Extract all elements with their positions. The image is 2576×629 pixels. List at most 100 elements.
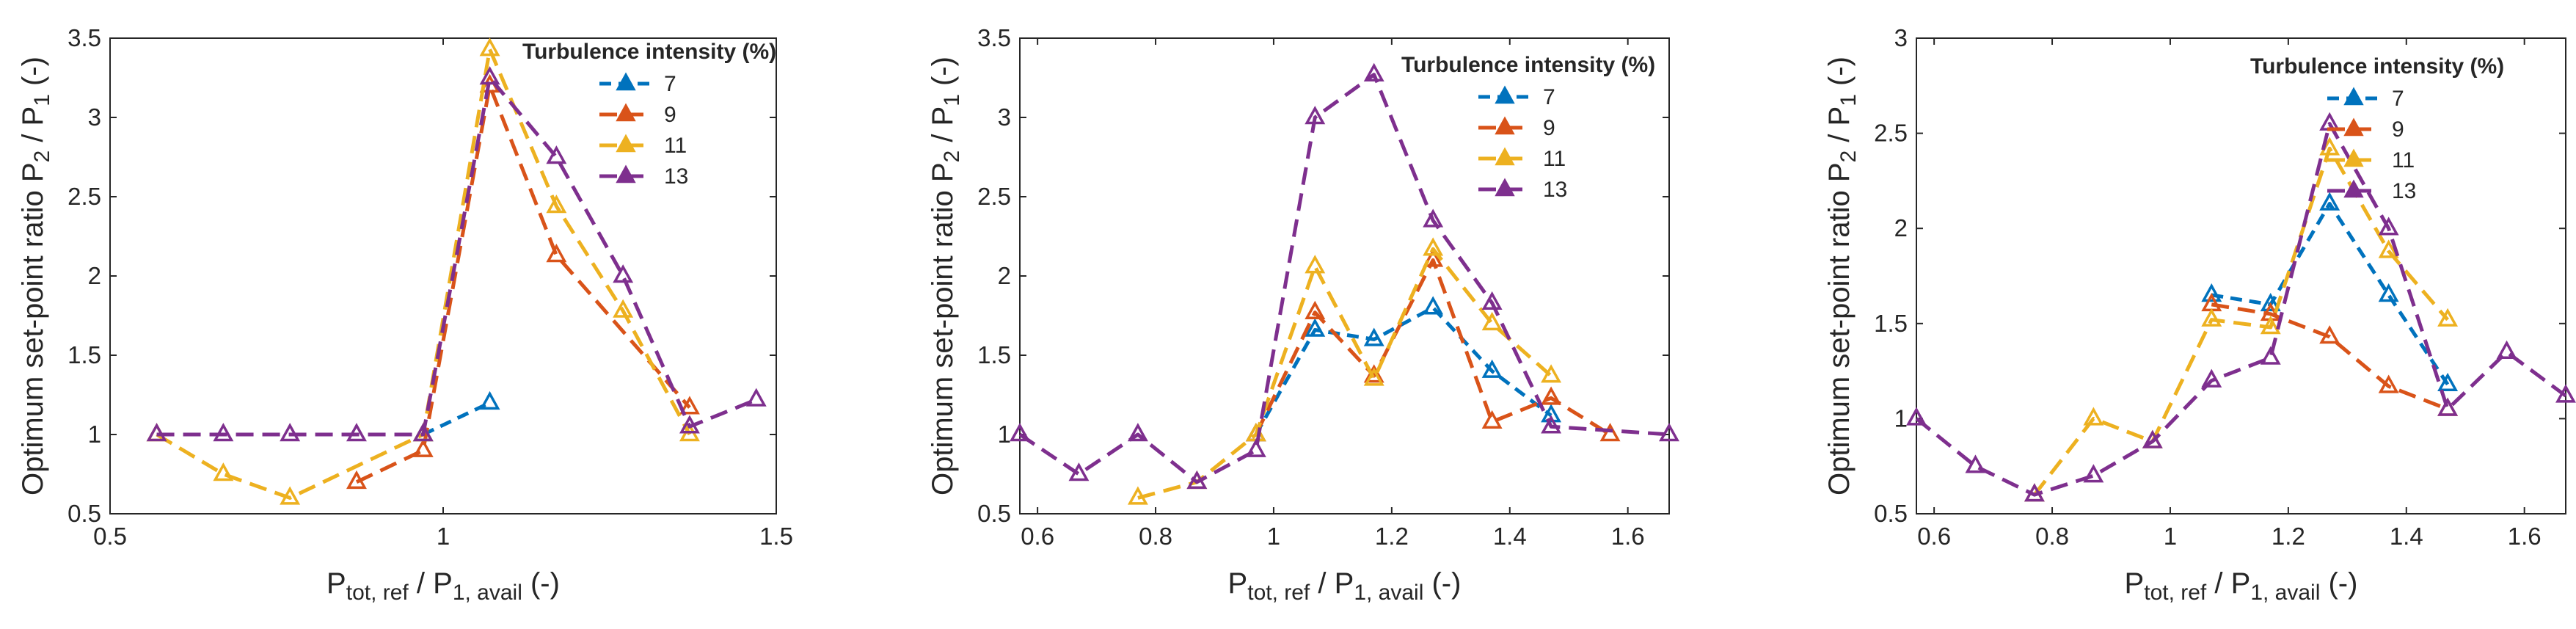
legend: Turbulence intensity (%) 7 9 11 13 — [522, 40, 776, 189]
x-tick-label: 1.5 — [759, 523, 793, 550]
data-point — [613, 299, 634, 318]
legend-entry-7: 7 — [664, 72, 676, 96]
data-point — [1127, 423, 1148, 442]
data-point — [2555, 384, 2576, 403]
data-point — [280, 423, 301, 442]
axis-label-tail: (-) — [1423, 567, 1461, 600]
legend-title: Turbulence intensity (%) — [522, 40, 776, 64]
data-point — [2437, 372, 2459, 392]
legend-marker-13 — [616, 164, 636, 183]
axis-label-sub1: 2 — [30, 150, 54, 163]
legend-entry-7: 7 — [1543, 85, 1555, 109]
axes-box — [1019, 37, 1670, 515]
x-tick-label: 1.2 — [2272, 523, 2305, 550]
data-point — [1659, 423, 1679, 442]
data-point — [412, 438, 434, 457]
legend-entry-11: 11 — [2392, 148, 2415, 172]
axis-label-mid: / P — [1310, 567, 1354, 600]
x-tick-label: 1 — [1267, 523, 1280, 550]
legend-entry-9: 9 — [664, 103, 676, 127]
data-point — [1541, 386, 1562, 405]
data-point — [679, 396, 700, 415]
data-point — [346, 423, 367, 442]
data-point — [1245, 438, 1266, 457]
y-axis-label: Optimum set-point ratio P2 / P1 (-) — [17, 57, 54, 495]
data-point — [412, 423, 434, 442]
axis-label-mid: / P — [409, 567, 453, 600]
data-point — [1305, 300, 1326, 319]
x-tick-label: 1.6 — [2508, 523, 2542, 550]
x-tick-label: 0.8 — [2035, 523, 2069, 550]
data-point — [2378, 217, 2399, 236]
data-point — [1363, 327, 1384, 346]
axis-label-sub1: tot, ref — [346, 581, 409, 605]
data-point — [2319, 192, 2340, 211]
y-axis-label: Optimum set-point ratio P2 / P1 (-) — [1823, 57, 1861, 495]
y-tick-label: 1 — [1894, 404, 1908, 432]
axis-label-main: P — [326, 567, 346, 600]
series-line-7 — [1254, 305, 1552, 436]
data-point — [2319, 325, 2340, 344]
data-point — [146, 423, 167, 442]
y-tick-label: 3.5 — [67, 24, 101, 51]
series-line-7 — [422, 401, 491, 437]
axis-label-tail: (-) — [522, 567, 560, 600]
y-tick-label: 2.5 — [977, 183, 1011, 210]
legend-marker-9 — [616, 103, 636, 122]
data-point — [479, 390, 500, 410]
legend-entry-11: 11 — [1543, 147, 1566, 171]
data-point — [280, 486, 301, 505]
series-11 — [1127, 237, 1562, 505]
data-point — [1127, 486, 1148, 505]
series-line-11 — [1137, 247, 1552, 500]
legend-entry-13: 13 — [664, 164, 688, 189]
data-point — [1068, 462, 1090, 481]
x-axis-label: Ptot, ref / P1, avail (-) — [1228, 567, 1462, 605]
y-tick-label: 1.5 — [1874, 310, 1908, 337]
legend-marker-9 — [2343, 117, 2364, 137]
data-point — [213, 423, 234, 442]
y-tick-label: 1.5 — [977, 341, 1011, 368]
axis-label-tail: (-) — [927, 57, 959, 94]
data-point — [613, 264, 634, 283]
legend-entry-9: 9 — [1543, 116, 1555, 140]
legend-marker-13 — [1495, 178, 1515, 197]
legend-marker-7 — [616, 72, 636, 91]
y-tick-label: 1.5 — [67, 341, 101, 368]
series-line-11 — [2032, 146, 2449, 496]
data-point — [2201, 368, 2222, 388]
y-axis-label: Optimum set-point ratio P2 / P1 (-) — [927, 57, 964, 495]
series-13 — [1906, 112, 2576, 502]
x-axis-label: Ptot, ref / P1, avail (-) — [326, 567, 560, 605]
data-point — [1423, 208, 1444, 228]
data-point — [2201, 283, 2222, 302]
y-tick-label: 2.5 — [67, 183, 101, 210]
axis-label-main: P — [2125, 567, 2145, 600]
series-7 — [1245, 296, 1562, 442]
axis-label-main: Optimum set-point ratio P — [17, 162, 49, 495]
series-line-7 — [2211, 202, 2450, 386]
y-tick-label: 3 — [1894, 24, 1908, 51]
x-tick-label: 0.6 — [1021, 523, 1054, 550]
axis-label-main: P — [1228, 567, 1248, 600]
axis-label-sub2: 1 — [940, 94, 964, 106]
chart-panel-3: 0.6 0.8 1 1.2 1.4 1.6 0.5 1 1.5 2 2.5 3 Ptot, ref / … — [1823, 24, 2576, 605]
data-point — [1010, 423, 1030, 442]
data-point — [546, 194, 567, 214]
axis-label-sub2: 1 — [1836, 94, 1861, 106]
data-point — [546, 145, 567, 164]
y-tick-label: 2 — [998, 262, 1011, 289]
series-7 — [2201, 192, 2459, 392]
legend-marker-11 — [1495, 147, 1515, 166]
x-tick-label: 1 — [2164, 523, 2177, 550]
chart-panel-2: 0.6 0.8 1 1.2 1.4 1.6 0.5 1 1.5 2 2.5 3 3.5 Ptot, ref… — [927, 24, 1679, 605]
axes-box — [1916, 37, 2566, 515]
data-point — [1906, 407, 1927, 426]
data-point — [2260, 316, 2281, 335]
y-tick-label: 0.5 — [977, 500, 1011, 527]
data-point — [1481, 311, 1503, 331]
axis-label-mid: / P — [17, 106, 49, 150]
x-tick-label: 0.5 — [93, 523, 127, 550]
